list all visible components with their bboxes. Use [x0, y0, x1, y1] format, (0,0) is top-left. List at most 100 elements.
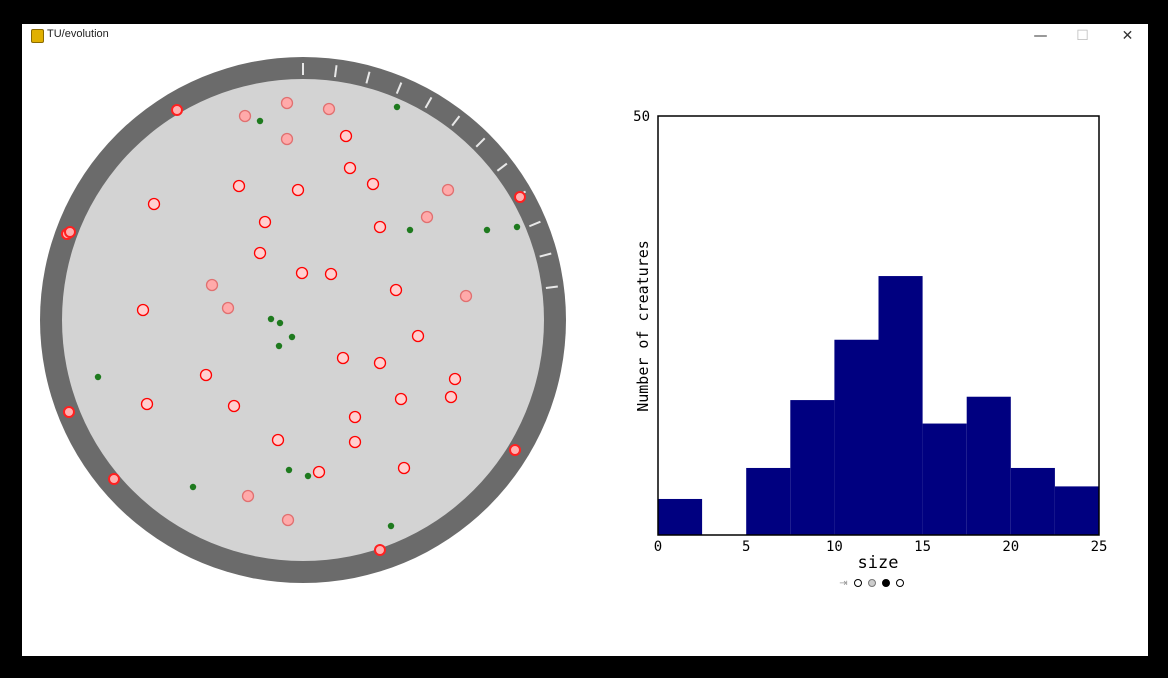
- maximize-icon: ☐: [1076, 27, 1089, 44]
- food-pellet: [275, 342, 283, 350]
- creature: [171, 104, 183, 116]
- arena-tick: [528, 220, 541, 228]
- creature: [343, 161, 357, 175]
- creature: [366, 177, 380, 191]
- x-tick-label: 25: [1091, 539, 1108, 555]
- histogram-bar: [746, 467, 791, 535]
- x-axis-label: size: [858, 553, 899, 573]
- creature: [136, 303, 150, 317]
- creature: [258, 215, 272, 229]
- creature: [238, 109, 252, 123]
- food-pellet: [94, 373, 102, 381]
- food-pellet: [276, 319, 284, 327]
- close-button[interactable]: ✕: [1105, 24, 1150, 47]
- histogram-bar: [658, 498, 703, 535]
- arena-tick: [365, 71, 371, 84]
- plot-toolbar: ⇥: [838, 576, 905, 590]
- creature: [509, 444, 521, 456]
- histogram-bar: [1054, 486, 1099, 535]
- creature: [322, 102, 336, 116]
- creature: [280, 96, 294, 110]
- creature: [108, 473, 120, 485]
- creature: [205, 278, 219, 292]
- circle-icon[interactable]: [894, 578, 905, 589]
- food-pellet: [406, 226, 414, 234]
- arena-tick: [496, 162, 508, 172]
- creature: [420, 210, 434, 224]
- creature: [140, 397, 154, 411]
- creature: [280, 132, 294, 146]
- creature: [448, 372, 462, 386]
- creature: [348, 435, 362, 449]
- food-pellet: [288, 333, 296, 341]
- creature: [63, 406, 75, 418]
- creature: [444, 390, 458, 404]
- creature: [397, 461, 411, 475]
- circle-icon[interactable]: [852, 578, 863, 589]
- food-pellet: [483, 226, 491, 234]
- creature: [374, 544, 386, 556]
- creature: [514, 191, 526, 203]
- creature: [348, 410, 362, 424]
- x-tick-label: 20: [1002, 539, 1019, 555]
- arena-tick: [545, 285, 558, 290]
- creature: [64, 226, 76, 238]
- arena-tick: [475, 137, 486, 148]
- creature: [227, 399, 241, 413]
- food-pellet: [256, 117, 264, 125]
- creature: [394, 392, 408, 406]
- window-title: TU/evolution: [47, 28, 109, 40]
- histogram-bar: [878, 276, 923, 535]
- creature: [373, 220, 387, 234]
- creature: [221, 301, 235, 315]
- minimize-button[interactable]: —: [1018, 24, 1063, 47]
- creature: [232, 179, 246, 193]
- histogram-bar: [790, 400, 835, 535]
- creature: [411, 329, 425, 343]
- arena-border: [40, 57, 566, 583]
- creature: [339, 129, 353, 143]
- creature: [441, 183, 455, 197]
- food-pellet: [285, 466, 293, 474]
- food-layer: [94, 103, 521, 530]
- y-axis-ticks: 50: [633, 109, 650, 125]
- maximize-button[interactable]: ☐: [1060, 24, 1105, 47]
- y-axis-label: Number of creatures: [634, 240, 652, 412]
- histogram-bar: [922, 423, 967, 535]
- plot-frame: [657, 115, 1100, 536]
- x-tick-label: 15: [914, 539, 931, 555]
- creature: [147, 197, 161, 211]
- food-pellet: [304, 472, 312, 480]
- pan-arrow-icon[interactable]: ⇥: [839, 577, 848, 589]
- arena-tick: [451, 115, 461, 127]
- histogram-bar: [834, 339, 879, 535]
- x-tick-label: 10: [826, 539, 843, 555]
- creature: [295, 266, 309, 280]
- x-axis-ticks: 0 5 10 15 20 25: [654, 539, 1108, 555]
- creature: [324, 267, 338, 281]
- simulation-arena: [40, 57, 566, 583]
- y-tick-label: 50: [633, 109, 650, 125]
- histogram-bars: [658, 276, 1099, 535]
- creature: [253, 246, 267, 260]
- food-pellet: [387, 522, 395, 530]
- creature: [373, 356, 387, 370]
- creature-layer: [61, 96, 526, 556]
- circle-grey-icon[interactable]: [866, 578, 877, 589]
- size-histogram: 0 5 10 15 20 25 50 size Number of creatures: [633, 109, 1108, 573]
- python-icon: [31, 29, 44, 43]
- creature: [336, 351, 350, 365]
- arena-ground: [62, 79, 544, 561]
- arena-tick: [424, 96, 433, 109]
- creature: [389, 283, 403, 297]
- minimize-icon: —: [1033, 27, 1048, 44]
- creature: [312, 465, 326, 479]
- circle-filled-icon[interactable]: [880, 578, 891, 589]
- food-pellet: [267, 315, 275, 323]
- food-pellet: [513, 223, 521, 231]
- title-bar[interactable]: TU/evolution — ☐ ✕: [22, 24, 1148, 47]
- creature: [281, 513, 295, 527]
- app-window: TU/evolution — ☐ ✕ 0 5 10 15 20 25 50 size Nu…: [22, 24, 1148, 656]
- food-pellet: [189, 483, 197, 491]
- histogram-bar: [966, 396, 1011, 535]
